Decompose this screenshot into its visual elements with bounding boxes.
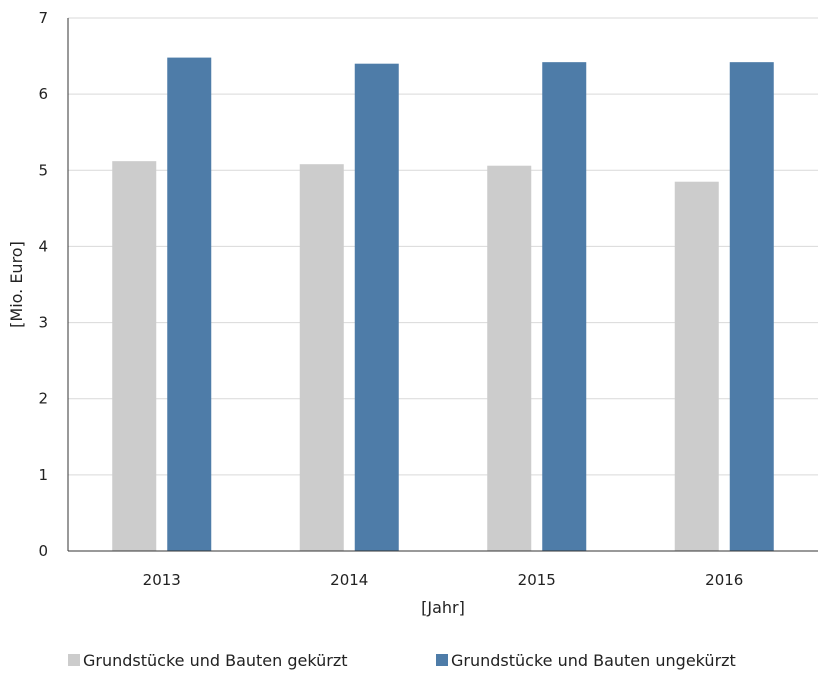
bar-ungekuerzt-2016	[729, 62, 774, 552]
x-axis-title: [Jahr]	[421, 598, 465, 617]
legend-swatch	[436, 654, 448, 666]
y-tick-label: 4	[38, 237, 48, 255]
y-tick-label: 6	[38, 85, 48, 103]
bar-gekuerzt-2015	[487, 165, 532, 551]
bar-gekuerzt-2013	[112, 161, 157, 552]
legend: Grundstücke und Bauten gekürzt Grundstück…	[68, 651, 736, 670]
y-tick-label: 7	[38, 9, 48, 27]
y-axis-title: [Mio. Euro]	[7, 241, 26, 328]
legend-label: Grundstücke und Bauten gekürzt	[83, 651, 348, 670]
x-tick-label: 2013	[143, 571, 181, 589]
bar-gekuerzt-2016	[674, 181, 719, 551]
x-axis-ticks: 2013 2014 2015 2016	[143, 571, 744, 589]
x-tick-label: 2014	[330, 571, 368, 589]
y-axis-ticks: 0 1 2 3 4 5 6 7	[38, 9, 48, 560]
legend-swatch	[68, 654, 80, 666]
bar-ungekuerzt-2015	[542, 62, 587, 552]
legend-item: Grundstücke und Bauten ungekürzt	[436, 651, 736, 670]
legend-label: Grundstücke und Bauten ungekürzt	[451, 651, 736, 670]
bar-gekuerzt-2014	[299, 164, 344, 552]
y-tick-label: 5	[38, 161, 48, 179]
y-tick-label: 2	[38, 390, 48, 408]
y-tick-label: 3	[38, 314, 48, 332]
bar-ungekuerzt-2013	[167, 57, 212, 551]
bars	[112, 57, 774, 552]
x-tick-label: 2016	[705, 571, 743, 589]
bar-ungekuerzt-2014	[354, 63, 399, 551]
y-tick-label: 0	[38, 542, 48, 560]
y-tick-label: 1	[38, 466, 48, 484]
x-tick-label: 2015	[518, 571, 556, 589]
legend-item: Grundstücke und Bauten gekürzt	[68, 651, 348, 670]
